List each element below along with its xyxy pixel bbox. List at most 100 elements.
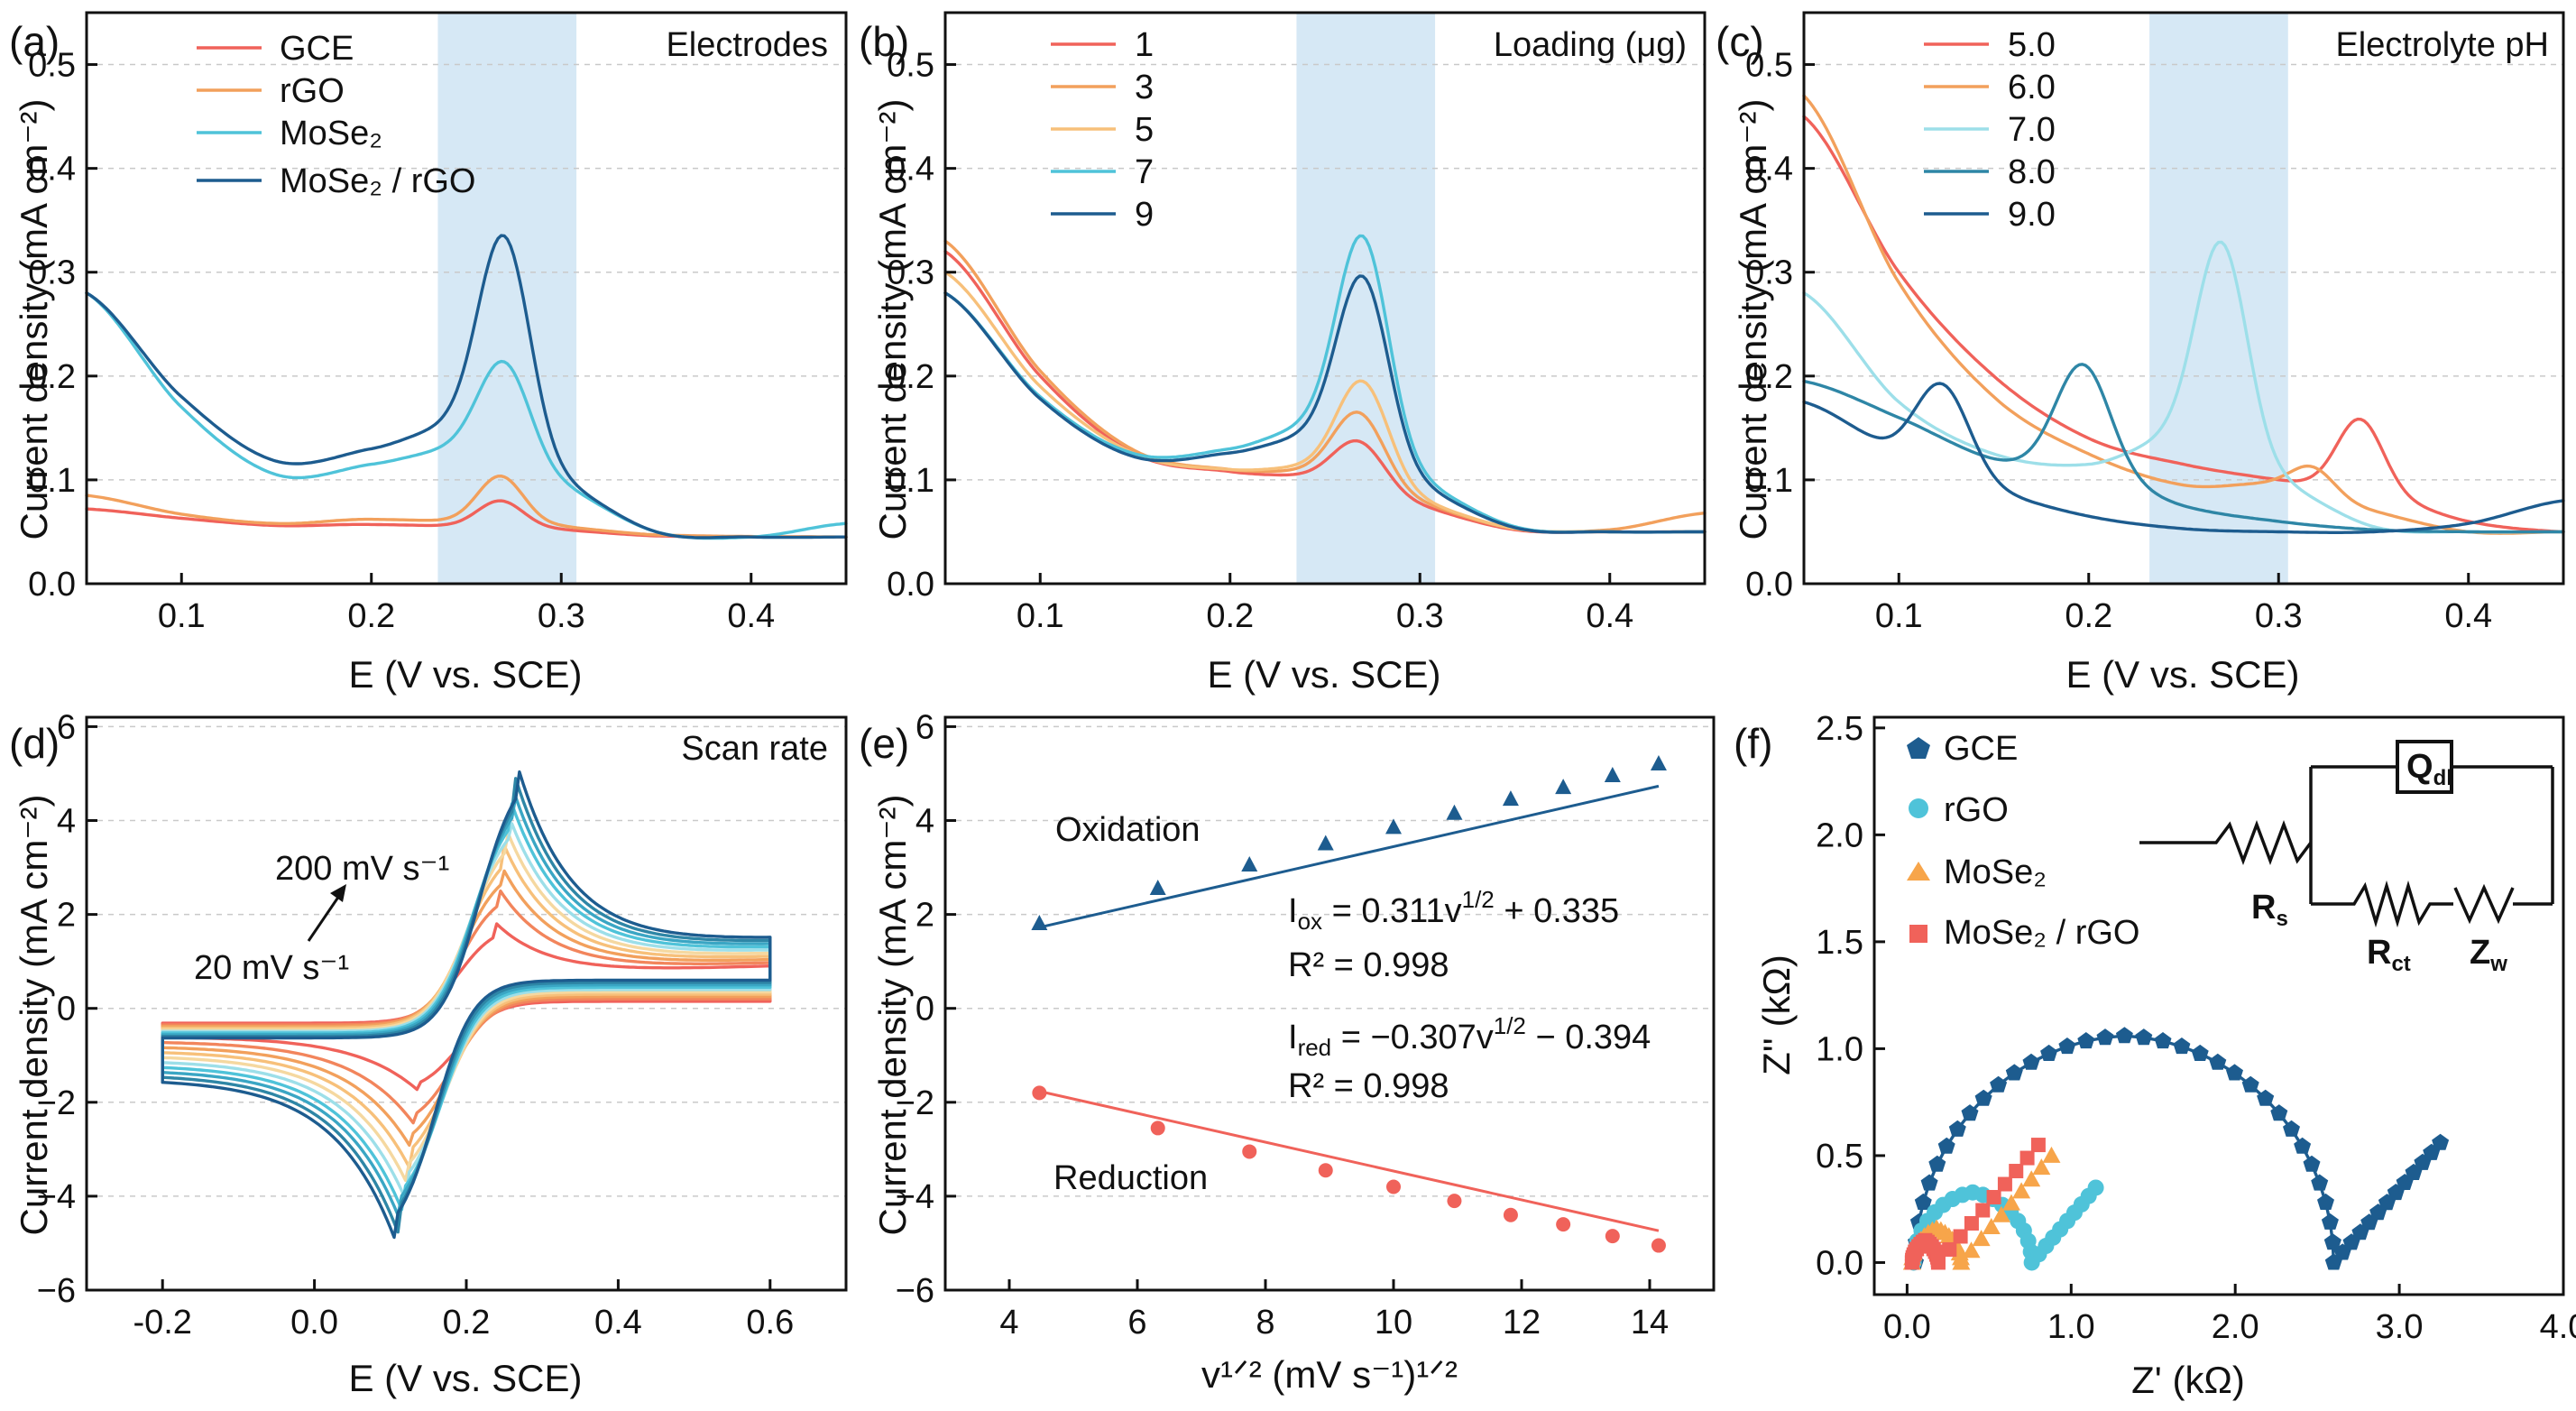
c-legend: 5.0 6.0 7.0 8.0 9.0 bbox=[1924, 26, 2056, 234]
f-point-mose-rgo bbox=[2030, 1138, 2046, 1153]
d-annotation-arrow-head bbox=[330, 884, 346, 902]
f-point-gce bbox=[2096, 1028, 2114, 1046]
d-y-tick-label: 0 bbox=[57, 991, 76, 1028]
e-y-tick-label: 6 bbox=[915, 708, 934, 746]
f-point-gce bbox=[1961, 1104, 1979, 1121]
a-legend-label-rgo: rGO bbox=[280, 72, 345, 110]
d-cv-curve-180 bbox=[161, 777, 772, 1234]
f-point-gce bbox=[2257, 1089, 2275, 1106]
d-y-tick-label: 6 bbox=[57, 708, 76, 746]
d-y-tick-label: −4 bbox=[37, 1178, 76, 1216]
e-point-oxidation bbox=[1241, 855, 1258, 872]
d-cv-curve-140 bbox=[161, 802, 772, 1212]
f-point-mose-rgo bbox=[1953, 1229, 1968, 1244]
d-panel-title: Scan rate bbox=[681, 730, 828, 768]
b-y-tick-label: 0.2 bbox=[887, 358, 934, 396]
f-point-mose- bbox=[2032, 1158, 2051, 1176]
f-point-mose- bbox=[2012, 1182, 2031, 1199]
f-y-tick-label: 0.0 bbox=[1816, 1244, 1863, 1282]
b-y-tick-label: 0.4 bbox=[887, 151, 934, 189]
e-y-tick-label: 2 bbox=[915, 897, 934, 935]
e-panel-label: (e) bbox=[859, 720, 909, 767]
f-point-mose- bbox=[1972, 1230, 1991, 1247]
a-y-tick-label: 0.3 bbox=[28, 254, 76, 292]
f-point-gce bbox=[1920, 1174, 1938, 1191]
e-y-tick-label: 4 bbox=[915, 803, 934, 841]
panel-f: 0.0 0.5 1.0 1.5 2.0 2.5 0.0 1.0 2.0 3.0 4.0 (f) Z'… bbox=[1734, 710, 2576, 1401]
f-point-gce bbox=[2209, 1053, 2227, 1070]
a-legend-label-mose2: MoSe₂ bbox=[280, 115, 382, 152]
c-x-axis-title: E (V vs. SCE) bbox=[2065, 653, 2299, 696]
warburg-element-icon bbox=[2453, 883, 2515, 925]
c-x-tick-label: 0.4 bbox=[2444, 597, 2492, 635]
f-ticks: 0.0 0.5 1.0 1.5 2.0 2.5 0.0 1.0 2.0 3.0 4.0 bbox=[1816, 710, 2576, 1346]
c-legend-label-5: 5.0 bbox=[2008, 26, 2056, 64]
panel-b: 0.0 0.1 0.2 0.3 0.4 0.5 0.1 0.2 0.3 0.4 (b) Loadi… bbox=[859, 11, 1707, 696]
b-x-tick-label: 0.1 bbox=[1017, 597, 1064, 635]
a-y-tick-label: 0.2 bbox=[28, 358, 76, 396]
d-annotation-20: 20 mV s⁻¹ bbox=[194, 949, 349, 987]
e-red-eq-tail: − 0.394 bbox=[1526, 1019, 1651, 1056]
f-point-mose- bbox=[2001, 1194, 2020, 1211]
f-point-mose- bbox=[2022, 1170, 2041, 1187]
e-point-reduction bbox=[1605, 1229, 1620, 1244]
d-grid bbox=[87, 725, 846, 1291]
f-point-gce bbox=[2005, 1064, 2023, 1081]
rct-resistor-icon bbox=[2311, 880, 2453, 928]
d-x-tick-label: -0.2 bbox=[133, 1304, 191, 1342]
f-rct-letter: R bbox=[2367, 934, 2391, 972]
f-y-tick-label: 0.5 bbox=[1816, 1138, 1863, 1176]
f-point-mose-rgo bbox=[1942, 1241, 1957, 1257]
e-x-tick-label: 6 bbox=[1127, 1304, 1146, 1342]
rs-resistor-icon bbox=[2139, 820, 2313, 865]
d-ticks: −6 −4 −2 0 2 4 6 -0.2 0.0 0.2 0.4 0.6 bbox=[37, 708, 795, 1342]
f-point-mose- bbox=[1992, 1205, 2010, 1222]
f-legend-label-mose2: MoSe₂ bbox=[1944, 853, 2047, 891]
f-x-tick-label: 1.0 bbox=[2047, 1308, 2095, 1346]
f-point-gce bbox=[1928, 1155, 1946, 1172]
f-legend-marker-mose2 bbox=[1907, 862, 1930, 881]
f-point-mose- bbox=[1952, 1253, 1971, 1270]
c-x-tick-label: 0.2 bbox=[2065, 597, 2112, 635]
e-point-reduction bbox=[1386, 1179, 1401, 1194]
f-point-gce bbox=[1914, 1193, 1932, 1210]
e-point-oxidation bbox=[1650, 755, 1667, 771]
f-x-tick-label: 3.0 bbox=[2376, 1308, 2424, 1346]
f-legend: GCE rGO MoSe₂ MoSe₂ / rGO bbox=[1907, 730, 2139, 952]
c-y-tick-label: 0.2 bbox=[1745, 358, 1793, 396]
e-red-eq-sub: red bbox=[1298, 1034, 1332, 1061]
e-y-tick-label: 0 bbox=[915, 991, 934, 1028]
e-y-tick-label: −2 bbox=[896, 1084, 934, 1122]
c-legend-label-8: 8.0 bbox=[2008, 153, 2056, 191]
d-y-tick-label: −6 bbox=[37, 1272, 76, 1310]
f-point-gce bbox=[2077, 1032, 2095, 1049]
e-oxidation-r2: R² = 0.998 bbox=[1288, 946, 1449, 984]
b-legend-label-5: 5 bbox=[1135, 111, 1154, 149]
c-y-tick-label: 0.4 bbox=[1745, 151, 1793, 189]
d-x-axis-title: E (V vs. SCE) bbox=[348, 1357, 582, 1399]
f-x-tick-label: 0.0 bbox=[1883, 1308, 1931, 1346]
d-cv-curve-160 bbox=[161, 795, 772, 1217]
f-rs-letter: R bbox=[2251, 889, 2276, 927]
panel-d: −6 −4 −2 0 2 4 6 -0.2 0.0 0.2 0.4 0.6 (d) Scan rate… bbox=[9, 708, 848, 1399]
e-ox-eq-sub: ox bbox=[1298, 908, 1322, 935]
b-y-axis-title: Current density (mA cm⁻²) bbox=[871, 99, 914, 540]
f-q-sub: dl bbox=[2433, 766, 2452, 790]
e-x-tick-label: 14 bbox=[1631, 1304, 1669, 1342]
e-y-tick-label: −4 bbox=[896, 1178, 934, 1216]
e-oxidation-label: Oxidation bbox=[1055, 811, 1201, 849]
f-point-gce bbox=[2432, 1133, 2450, 1150]
a-panel-label: (a) bbox=[9, 18, 60, 65]
c-series-line-0 bbox=[1802, 115, 2565, 534]
f-point-gce bbox=[2294, 1137, 2312, 1154]
e-frame bbox=[943, 715, 1716, 1292]
a-legend: GCE rGO MoSe₂ MoSe₂ / rGO bbox=[197, 30, 475, 200]
e-point-reduction bbox=[1651, 1238, 1666, 1253]
b-legend-label-9: 9 bbox=[1135, 196, 1154, 234]
f-point-gce bbox=[2303, 1155, 2321, 1172]
e-reduction-label: Reduction bbox=[1053, 1159, 1208, 1197]
e-x-tick-label: 10 bbox=[1375, 1304, 1412, 1342]
f-zw-letter: Z bbox=[2470, 934, 2490, 972]
f-point-gce bbox=[2323, 1233, 2341, 1250]
b-series-line-4 bbox=[943, 274, 1707, 534]
